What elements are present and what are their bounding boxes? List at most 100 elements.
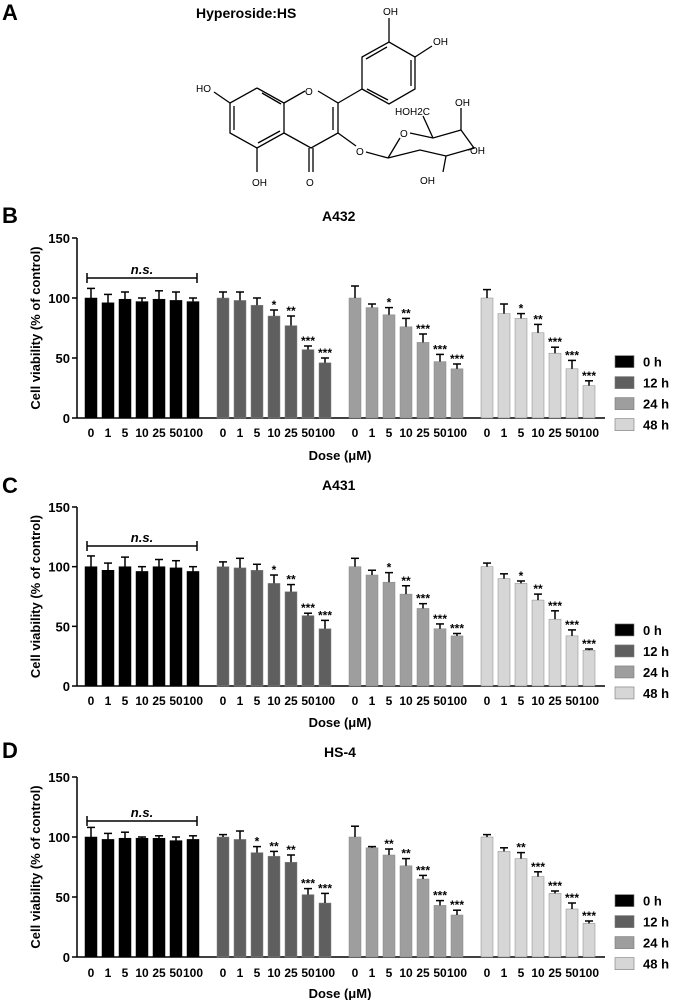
y-tick-label: 50 [56, 619, 70, 634]
bar [531, 599, 545, 687]
bar [318, 902, 332, 958]
x-tick-label: 100 [447, 966, 467, 980]
legend-label: 24 h [643, 397, 669, 412]
bar [433, 361, 447, 419]
ns-label: n.s. [131, 805, 153, 820]
bar [497, 578, 511, 687]
bar [480, 836, 494, 958]
bar [450, 914, 464, 958]
bar [365, 574, 379, 687]
x-tick-label: 10 [399, 694, 413, 708]
legend-label: 24 h [643, 665, 669, 680]
x-tick-label: 0 [220, 694, 227, 708]
bar [399, 593, 413, 687]
significance-label: *** [531, 860, 545, 874]
x-tick-label: 10 [135, 426, 149, 440]
x-tick-label: 1 [369, 426, 376, 440]
bar [480, 297, 494, 419]
significance-label: * [387, 561, 392, 575]
significance-label: *** [433, 342, 447, 356]
bar [216, 566, 230, 687]
x-tick-label: 50 [169, 426, 183, 440]
x-tick-label: 5 [518, 694, 525, 708]
x-tick-label: 1 [501, 966, 508, 980]
legend-label: 0 h [643, 623, 662, 638]
atom-label: OH [455, 98, 470, 109]
bar [84, 297, 98, 419]
significance-label: * [519, 569, 524, 583]
x-tick-label: 100 [183, 426, 203, 440]
y-tick-label: 150 [48, 500, 70, 515]
x-tick-label: 25 [548, 966, 562, 980]
bar [135, 301, 149, 419]
x-tick-label: 0 [352, 694, 359, 708]
bar [101, 839, 115, 958]
bar [582, 649, 596, 687]
bar [514, 318, 528, 419]
significance-label: *** [548, 599, 562, 613]
x-tick-label: 0 [484, 966, 491, 980]
x-tick-label: 1 [105, 694, 112, 708]
x-tick-label: 50 [565, 694, 579, 708]
x-tick-label: 25 [548, 694, 562, 708]
bar [348, 297, 362, 419]
significance-label: * [387, 296, 392, 310]
x-tick-label: 100 [447, 426, 467, 440]
bar [169, 567, 183, 687]
x-tick-label: 0 [352, 966, 359, 980]
atom-label: OH [383, 7, 398, 18]
bar [135, 837, 149, 958]
bar [118, 298, 132, 419]
bar [152, 298, 166, 419]
x-tick-label: 10 [267, 694, 281, 708]
x-tick-label: 50 [301, 426, 315, 440]
atom-label: O [356, 147, 364, 158]
x-tick-label: 1 [237, 426, 244, 440]
significance-label: *** [318, 346, 332, 360]
y-axis-label: Cell viability (% of control) [28, 785, 43, 948]
significance-label: * [272, 563, 277, 577]
bar [233, 567, 247, 687]
legend-swatch [614, 894, 635, 907]
legend-swatch [614, 686, 635, 700]
legend-label: 12 h [643, 376, 669, 391]
bar [382, 581, 396, 687]
panel-letter-b: B [2, 203, 18, 228]
significance-label: *** [433, 612, 447, 626]
atom-label: OH [252, 178, 267, 189]
bar [382, 314, 396, 419]
legend-swatch [614, 623, 635, 637]
significance-label: ** [533, 582, 543, 596]
x-axis-label: Dose (μM) [309, 448, 372, 463]
x-tick-label: 10 [267, 966, 281, 980]
bar [267, 583, 281, 687]
bar [582, 385, 596, 419]
significance-label: * [255, 835, 260, 849]
bar [514, 583, 528, 687]
significance-label: *** [582, 369, 596, 383]
y-tick-label: 50 [56, 890, 70, 905]
x-tick-label: 5 [386, 694, 393, 708]
bar [233, 839, 247, 958]
significance-label: *** [450, 621, 464, 635]
x-tick-label: 5 [254, 966, 261, 980]
bar [450, 368, 464, 419]
y-tick-label: 150 [48, 231, 70, 246]
bar [548, 618, 562, 687]
x-tick-label: 50 [169, 694, 183, 708]
y-tick-label: 0 [63, 950, 70, 965]
x-tick-label: 100 [447, 694, 467, 708]
bar [416, 608, 430, 687]
y-tick-label: 100 [48, 560, 70, 575]
x-tick-label: 5 [122, 966, 129, 980]
bar [267, 855, 281, 958]
x-tick-label: 10 [531, 966, 545, 980]
significance-label: *** [565, 348, 579, 362]
x-tick-label: 5 [386, 966, 393, 980]
atom-label: O [400, 129, 408, 140]
x-tick-label: 100 [183, 966, 203, 980]
bar [216, 297, 230, 419]
ns-label: n.s. [131, 530, 153, 545]
x-tick-label: 10 [531, 426, 545, 440]
bar [565, 908, 579, 958]
